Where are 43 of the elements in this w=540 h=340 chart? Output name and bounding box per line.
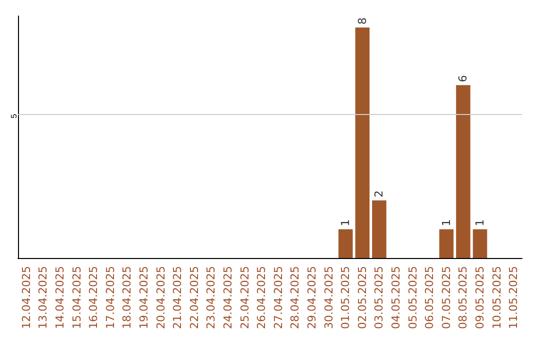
- data-label: 2: [372, 190, 386, 198]
- bar: [372, 200, 386, 258]
- x-tick-label: 11.05.2025: [507, 266, 520, 330]
- x-tick-label: 19.04.2025: [138, 266, 150, 330]
- x-tick-label: 22.04.2025: [188, 266, 201, 330]
- x-tick-label: 06.05.2025: [423, 266, 436, 330]
- x-tick-label: 08.05.2025: [456, 266, 470, 330]
- ref-line-label: 5: [10, 113, 18, 118]
- data-label: 1: [474, 219, 486, 226]
- x-tick-label: 30.04.2025: [322, 266, 336, 330]
- x-tick-label: 04.05.2025: [390, 266, 402, 330]
- x-tick-label: 27.04.2025: [272, 266, 285, 330]
- x-tick-label: 13.04.2025: [36, 266, 50, 330]
- x-tick-label: 18.04.2025: [120, 266, 134, 330]
- x-tick-label: 28.04.2025: [288, 266, 302, 330]
- x-tick-label: 21.04.2025: [171, 266, 184, 330]
- x-tick-label: 17.04.2025: [104, 266, 117, 330]
- x-tick-label: 23.04.2025: [204, 266, 218, 330]
- data-label: 1: [440, 219, 453, 226]
- x-tick-label: 24.04.2025: [222, 266, 234, 330]
- bar: [355, 28, 370, 258]
- x-tick-label: 29.04.2025: [306, 266, 318, 330]
- x-tick-label: 15.04.2025: [70, 266, 84, 330]
- x-tick-label: 14.04.2025: [54, 266, 66, 330]
- bar: [439, 229, 454, 258]
- x-tick-label: 10.05.2025: [490, 266, 504, 330]
- x-tick-label: 26.04.2025: [255, 266, 268, 330]
- x-tick-label: 16.04.2025: [87, 266, 100, 330]
- data-label: 1: [339, 219, 352, 226]
- x-tick-label: 05.05.2025: [406, 266, 420, 330]
- x-tick-label: 02.05.2025: [356, 266, 369, 330]
- data-label: 6: [456, 75, 470, 82]
- x-tick-label: 03.05.2025: [372, 266, 386, 330]
- bar: [472, 229, 488, 258]
- data-label: 8: [356, 18, 369, 25]
- x-tick-label: 20.04.2025: [154, 266, 168, 330]
- x-tick-label: 09.05.2025: [474, 266, 486, 330]
- x-tick-label: 07.05.2025: [440, 266, 453, 330]
- x-tick-label: 25.04.2025: [238, 266, 252, 330]
- bar: [338, 229, 353, 258]
- x-tick-label: 12.04.2025: [20, 266, 33, 330]
- x-tick-label: 01.05.2025: [339, 266, 352, 330]
- bar: [456, 85, 470, 258]
